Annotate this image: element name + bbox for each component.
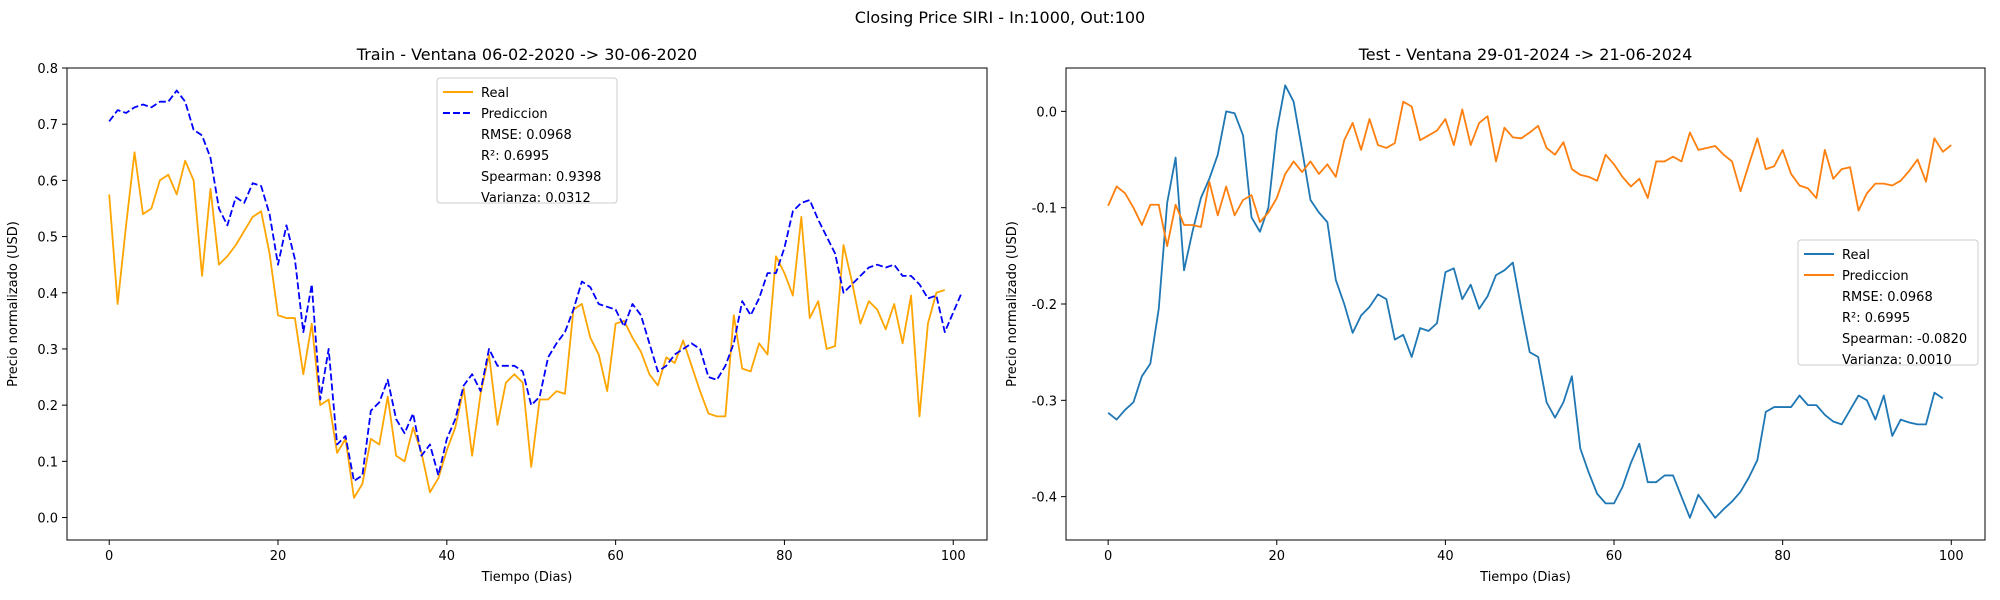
x-axis-label: Tiempo (Dias) [1479, 570, 1571, 585]
x-tick-label: 100 [941, 549, 966, 564]
legend-metric: RMSE: 0.0968 [481, 128, 572, 143]
y-tick-label: 0.2 [37, 399, 58, 414]
legend-label: Prediccion [1842, 269, 1909, 284]
x-tick-label: 40 [439, 549, 456, 564]
y-tick-label: 0.1 [37, 455, 58, 470]
legend: Real Prediccion RMSE: 0.0968 R²: 0.6995 Spea… [436, 77, 618, 206]
figure-title: Closing Price SIRI - In:1000, Out:100 [854, 8, 1146, 27]
legend-label: Prediccion [481, 107, 548, 122]
x-tick-label: 40 [1437, 549, 1454, 564]
legend-metric: Varianza: 0.0010 [1842, 353, 1952, 368]
y-tick-label: 0.0 [37, 512, 58, 527]
series-line-prediccion [1107, 100, 1952, 248]
series-line-prediccion [108, 89, 963, 482]
x-tick-label: 0 [105, 549, 113, 564]
x-tick-label: 20 [270, 549, 287, 564]
y-tick-label: 0.0 [1036, 105, 1057, 120]
chart-title: Test - Ventana 29-01-2024 -> 21-06-2024 [1358, 45, 1693, 64]
x-tick-label: 0 [1104, 549, 1112, 564]
legend-label: Real [481, 86, 509, 101]
y-axis-label: Precio normalizado (USD) [1005, 221, 1020, 387]
y-tick-label: -0.3 [1032, 394, 1057, 409]
plot-frame [66, 67, 988, 541]
y-tick-label: -0.2 [1032, 298, 1057, 313]
legend-metric: Varianza: 0.0312 [481, 191, 591, 206]
y-tick-label: 0.5 [37, 231, 58, 246]
x-tick-label: 80 [1774, 549, 1791, 564]
x-axis-label: Tiempo (Dias) [481, 570, 573, 585]
x-tick-label: 20 [1269, 549, 1286, 564]
legend-metric: Spearman: -0.0820 [1842, 332, 1967, 347]
legend-metric: R²: 0.6995 [1842, 311, 1910, 326]
y-tick-label: -0.4 [1032, 491, 1057, 506]
x-tick-label: 60 [607, 549, 624, 564]
series-line-real [108, 151, 946, 499]
legend-metric: R²: 0.6995 [481, 149, 549, 164]
y-tick-label: 0.8 [37, 62, 58, 77]
chart-title: Train - Ventana 06-02-2020 -> 30-06-2020 [356, 45, 697, 64]
legend: Real Prediccion RMSE: 0.0968 R²: 0.6995 Spea… [1797, 239, 1979, 368]
x-tick-label: 100 [1939, 549, 1964, 564]
legend-metric: Spearman: 0.9398 [481, 170, 601, 185]
legend-box [436, 77, 618, 204]
y-tick-label: 0.6 [37, 174, 58, 189]
y-tick-label: 0.7 [37, 118, 58, 133]
x-tick-label: 80 [776, 549, 793, 564]
legend-metric: RMSE: 0.0968 [1842, 290, 1933, 305]
y-axis-label: Precio normalizado (USD) [6, 221, 21, 387]
y-tick-label: 0.3 [37, 343, 58, 358]
y-tick-label: 0.4 [37, 287, 58, 302]
chart-2: Test - Ventana 29-01-2024 -> 21-06-2024 0… [1005, 45, 1986, 585]
legend-box [1797, 239, 1979, 366]
y-tick-label: -0.1 [1032, 202, 1057, 217]
legend-label: Real [1842, 248, 1870, 263]
series-line-real [1107, 84, 1944, 519]
x-tick-label: 60 [1606, 549, 1623, 564]
chart-1: Train - Ventana 06-02-2020 -> 30-06-2020… [6, 45, 988, 585]
